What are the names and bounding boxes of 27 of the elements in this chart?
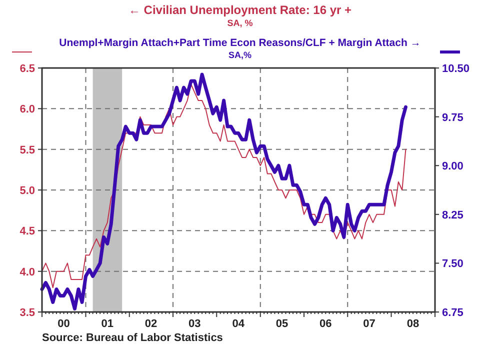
x-tick-label: 02 xyxy=(144,318,158,330)
y-tick-label: 4.0 xyxy=(20,266,35,278)
x-tick-label: 06 xyxy=(320,318,332,330)
text: Unempl+Margin Attach+Part Time Econ Reasons/CLF + Margin Attach → xyxy=(59,37,421,49)
source-note: Source: Bureau of Labor Statistics xyxy=(42,332,223,344)
x-tick-label: 08 xyxy=(406,318,420,330)
y2-tick-label: 9.75 xyxy=(442,112,464,124)
y-tick-label: 5.0 xyxy=(20,185,35,197)
y-tick-label: 6.5 xyxy=(20,63,35,75)
x-tick-label: 07 xyxy=(363,318,376,330)
y2-tick-label: 7.50 xyxy=(442,258,464,270)
x-tick-label: 00 xyxy=(58,318,70,330)
y-tick-label: 5.5 xyxy=(20,144,35,156)
x-tick-label: 01 xyxy=(101,318,114,330)
y2-tick-label: 10.50 xyxy=(442,63,470,75)
y-tick-label: 6.0 xyxy=(20,104,35,116)
x-tick-label: 04 xyxy=(232,318,246,330)
text: SA,% xyxy=(228,50,252,60)
text: ← Civilian Unemployment Rate: 16 yr + xyxy=(128,3,352,17)
x-tick-label: 05 xyxy=(276,318,288,330)
y2-tick-label: 8.25 xyxy=(442,209,464,222)
y-tick-label: 3.5 xyxy=(20,307,35,319)
text: SA, % xyxy=(227,18,253,28)
x-tick-label: 03 xyxy=(188,318,201,330)
y2-tick-label: 9.00 xyxy=(442,160,464,173)
y-tick-label: 4.5 xyxy=(20,226,35,238)
y2-tick-label: 6.75 xyxy=(442,307,464,319)
